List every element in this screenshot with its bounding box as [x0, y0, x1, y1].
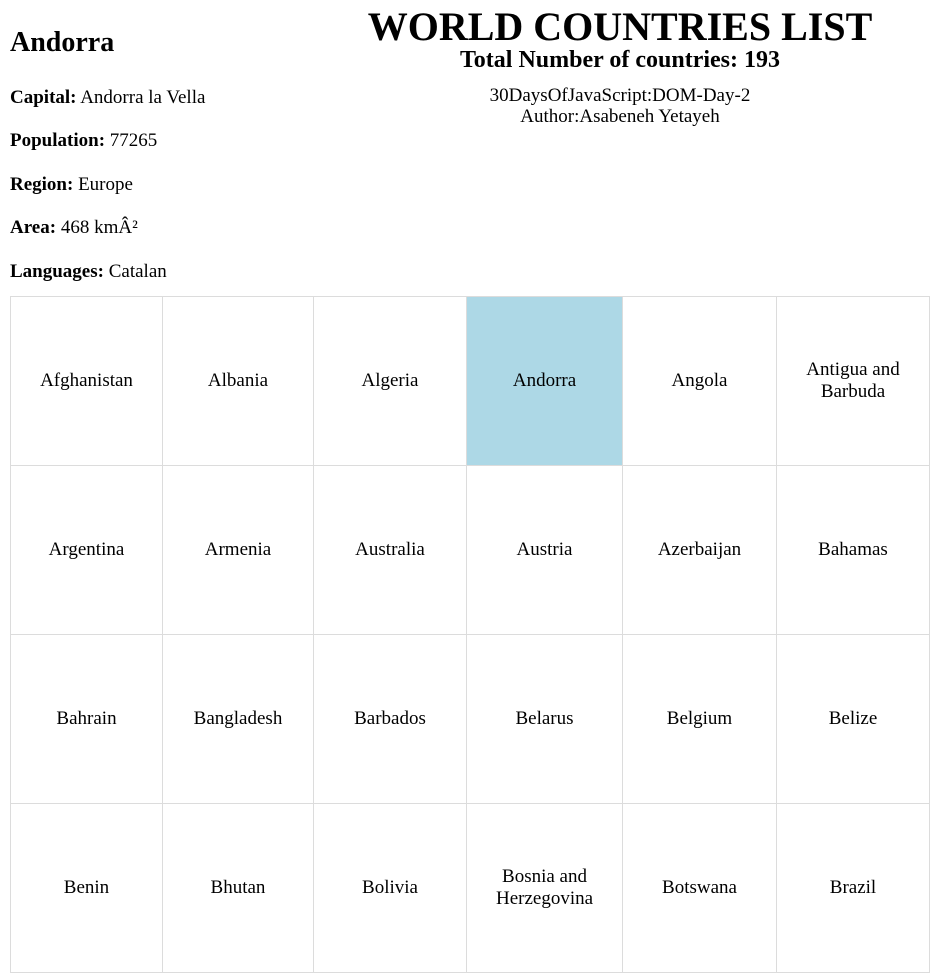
country-cell[interactable]: Belgium	[622, 634, 777, 804]
page: Andorra Capital: Andorra la Vella Popula…	[10, 4, 930, 973]
country-cell[interactable]: Bangladesh	[162, 634, 314, 804]
country-cell[interactable]: Afghanistan	[10, 296, 163, 466]
detail-label: Languages:	[10, 261, 104, 282]
detail-value: Europe	[78, 174, 133, 195]
country-cell[interactable]: Andorra	[466, 296, 623, 466]
detail-label: Population:	[10, 130, 106, 151]
country-cell[interactable]: Bhutan	[162, 803, 314, 973]
country-cell[interactable]: Bahrain	[10, 634, 163, 804]
country-cell[interactable]: Brazil	[776, 803, 930, 973]
country-cell[interactable]: Argentina	[10, 465, 163, 635]
author: Author:Asabeneh Yetayeh	[520, 106, 720, 127]
country-cell[interactable]: Antigua and Barbuda	[776, 296, 930, 466]
country-cell[interactable]: Armenia	[162, 465, 314, 635]
detail-row: Region: Europe	[10, 174, 133, 196]
country-cell[interactable]: Bolivia	[313, 803, 467, 973]
page-title: WORLD COUNTRIES LIST	[367, 4, 873, 49]
country-cell[interactable]: Belarus	[466, 634, 623, 804]
country-cell[interactable]: Australia	[313, 465, 467, 635]
country-cell[interactable]: Botswana	[622, 803, 777, 973]
country-cell[interactable]: Albania	[162, 296, 314, 466]
country-cell[interactable]: Angola	[622, 296, 777, 466]
project-name: 30DaysOfJavaScript:DOM-Day-2	[489, 85, 751, 106]
country-cell[interactable]: Bahamas	[776, 465, 930, 635]
detail-label: Capital:	[10, 87, 77, 108]
country-cell[interactable]: Benin	[10, 803, 163, 973]
country-cell[interactable]: Barbados	[313, 634, 467, 804]
detail-value: 77265	[109, 130, 158, 151]
detail-row: Population: 77265	[10, 130, 157, 152]
detail-row: Area: 468 kmÂ²	[10, 217, 138, 239]
detail-value: 468 kmÂ²	[60, 217, 138, 238]
detail-row: Languages: Catalan	[10, 261, 167, 283]
detail-label: Area:	[10, 217, 57, 238]
country-cell[interactable]: Austria	[466, 465, 623, 635]
detail-value: Andorra la Vella	[80, 87, 206, 108]
detail-value: Catalan	[108, 261, 167, 282]
country-count: Total Number of countries: 193	[460, 47, 780, 73]
country-cell[interactable]: Bosnia and Herzegovina	[466, 803, 623, 973]
country-cell[interactable]: Azerbaijan	[622, 465, 777, 635]
country-cell[interactable]: Belize	[776, 634, 930, 804]
country-name: Andorra	[10, 27, 115, 58]
detail-row: Capital: Andorra la Vella	[10, 87, 205, 109]
detail-label: Region:	[10, 174, 74, 195]
country-cell[interactable]: Algeria	[313, 296, 467, 466]
